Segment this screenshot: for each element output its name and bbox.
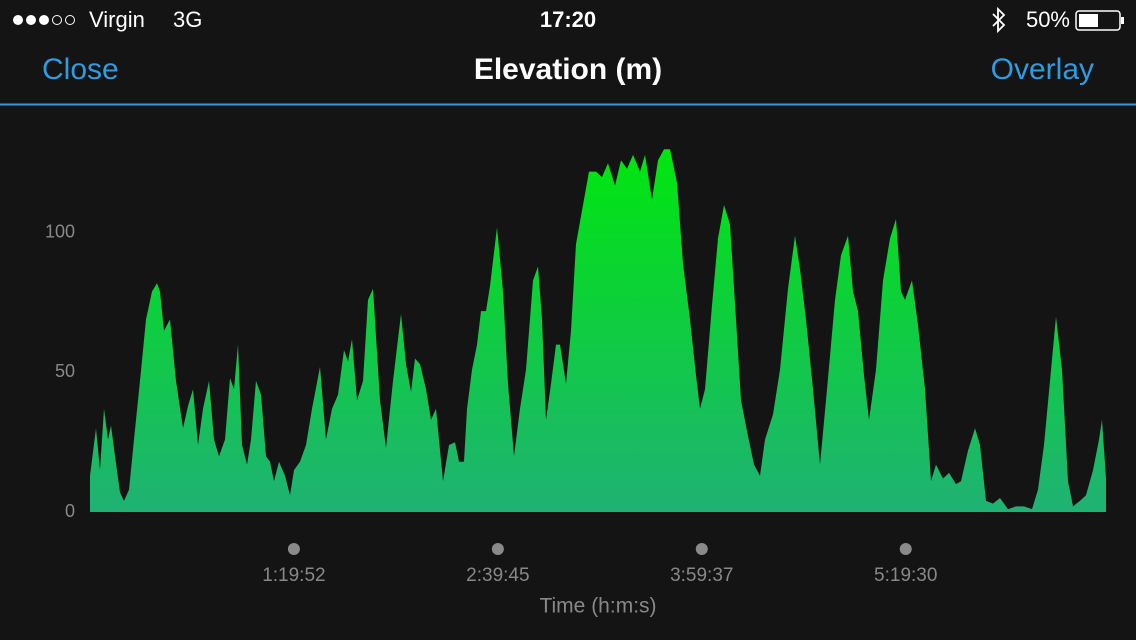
x-tick-label: 1:19:52 (262, 565, 325, 586)
x-axis-label: Time (h:m:s) (539, 595, 656, 618)
x-tick-label: 5:19:30 (874, 565, 937, 586)
close-button[interactable]: Close (42, 53, 119, 86)
nav-title: Elevation (m) (474, 53, 662, 86)
x-tick-dot (491, 543, 504, 555)
carrier: Virgin (89, 7, 145, 32)
network: 3G (173, 7, 202, 32)
y-tick-label: 50 (55, 361, 75, 381)
battery-icon (1075, 10, 1124, 31)
battery-percent: 50% (1026, 7, 1070, 32)
bluetooth-icon (992, 6, 1006, 34)
y-tick-label: 0 (65, 501, 75, 521)
x-tick-dot (899, 543, 912, 555)
x-tick-label: 3:59:37 (670, 565, 733, 586)
clock: 17:20 (540, 7, 596, 32)
x-tick-dot (287, 543, 300, 555)
x-tick-dot (695, 543, 708, 555)
overlay-button[interactable]: Overlay (991, 53, 1094, 86)
signal-dots (13, 15, 75, 25)
y-tick-label: 100 (45, 222, 75, 242)
x-tick-label: 2:39:45 (466, 565, 529, 586)
elevation-area (90, 149, 1106, 513)
